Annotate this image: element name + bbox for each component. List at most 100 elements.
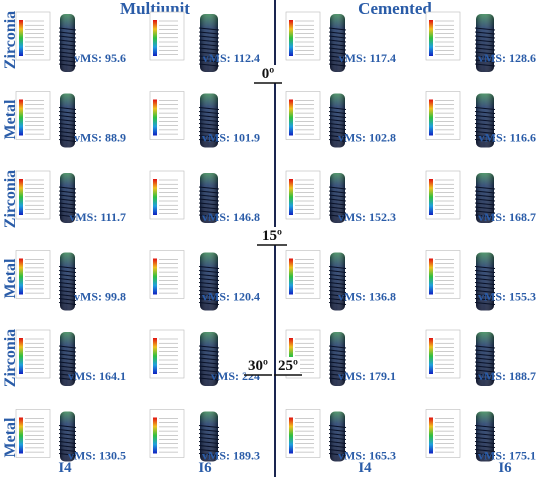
implant-thread [474,433,496,436]
implant-thread [58,445,77,448]
panel: vMS: 188.7 [425,329,536,386]
implant-thread [328,59,347,63]
stress-label: vMS: 168.7 [478,210,536,224]
stress-label: vMS: 146.8 [202,210,260,224]
panel: vMS: 120.4 [149,250,260,311]
row-label: Zirconia [2,170,19,228]
implant-thread [58,345,77,349]
implant-thread [328,369,347,373]
stress-label: vMS: 112.4 [203,51,260,65]
implant-thread [328,123,347,126]
implant-thread [328,135,347,138]
implant-thread [58,115,77,118]
implant-thread [474,206,496,210]
implant-thread [328,294,347,297]
implant-thread [474,365,496,369]
implant-thread [474,286,496,289]
implant-thread [58,274,77,277]
panel: vMS: 179.1 [285,329,396,386]
implant-thread [58,357,77,361]
implant-thread [58,373,77,377]
stress-label: vMS: 130.5 [68,449,126,463]
implant-thread [328,47,347,51]
panel: vMS: 224 [149,329,260,386]
implant-thread [198,373,220,377]
implant-thread [328,453,347,456]
implant-thread [58,198,77,202]
implant-thread [58,47,77,51]
panel: vMS: 136.8 [285,250,396,311]
implant-thread [198,123,220,126]
panel: vMS: 102.8 [285,91,396,148]
implant-thread [474,47,496,51]
legend-bar [289,99,293,136]
panel: vMS: 95.6 [15,11,126,72]
panel: vMS: 112.4 [149,11,260,72]
legend-bar [153,20,157,56]
implant-thread [328,441,347,444]
implant-thread [328,139,347,142]
stress-label: vMS: 128.6 [478,51,536,65]
panel: vMS: 155.3 [425,250,536,311]
implant-thread [474,429,496,432]
implant-thread [198,445,220,448]
implant-thread [328,353,347,357]
implant-thread [474,437,496,440]
implant-thread [474,373,496,377]
implant-thread [58,453,77,456]
legend-bar [153,258,157,295]
implant-thread [198,27,220,31]
implant-thread [474,115,496,118]
implant-shade [330,411,345,462]
stress-label: vMS: 179.1 [338,369,396,383]
implant-thread [58,63,77,67]
legend-bar [429,20,433,56]
implant-thread [328,31,347,35]
implant-thread [328,425,347,428]
legend-bar [153,99,157,136]
implant-thread [328,190,347,194]
implant-thread [198,298,220,301]
implant-thread [474,369,496,373]
implant-thread [474,107,496,110]
implant-thread [474,131,496,134]
implant-thread [58,210,77,214]
legend-bar [153,338,157,374]
implant-thread [328,115,347,118]
implant-shade [200,411,218,462]
implant-thread [328,365,347,369]
implant-thread [198,270,220,273]
implant-shade [476,173,494,223]
stress-label: vMS: 188.7 [478,369,536,383]
legend-bar [19,417,23,454]
implant-thread [328,27,347,31]
panel: vMS: 164.1 [15,329,126,386]
implant-thread [58,286,77,289]
implant-shade [476,411,494,462]
implant-thread [198,429,220,432]
implant-thread [198,31,220,35]
stress-label: vMS: 164.1 [68,369,126,383]
implant-thread [198,43,220,47]
implant-thread [58,190,77,194]
implant-thread [474,123,496,126]
implant-thread [198,63,220,67]
stress-label: vMS: 88.9 [74,131,126,145]
panel: vMS: 101.9 [149,91,260,148]
legend-bar [19,20,23,56]
implant-thread [474,186,496,190]
implant-thread [474,357,496,361]
implant-thread [58,131,77,134]
implant-thread [328,349,347,353]
implant-thread [198,425,220,428]
implant-thread [198,449,220,452]
implant-thread [58,186,77,190]
legend-bar [289,258,293,295]
stress-label: vMS: 95.6 [74,51,126,65]
angle-bg [259,227,285,245]
implant-thread [474,190,496,194]
implant-thread [474,453,496,456]
implant-thread [198,55,220,59]
implant-thread [198,345,220,349]
implant-thread [328,210,347,214]
